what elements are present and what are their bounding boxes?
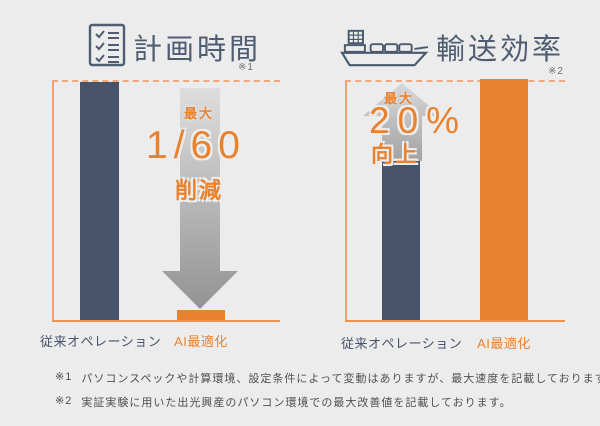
- y-axis-line: [345, 82, 347, 322]
- bar-ai-optimized: [177, 310, 225, 320]
- bar-label-conventional: 従来オペレーション: [341, 336, 463, 351]
- bar-label-ai-optimized: AI最適化: [174, 334, 228, 349]
- footnote-text: パソコンスペックや計算環境、設定条件によって変動はありますが、最大速度を記載して…: [81, 373, 600, 385]
- footnote-1: ※1 パソコンスペックや計算環境、設定条件によって変動はありますが、最大速度を記…: [55, 370, 600, 386]
- checklist-icon: [88, 23, 126, 67]
- chart-title-transport-efficiency: 輸送効率: [436, 34, 565, 66]
- stat-action-label: 削減: [175, 178, 224, 203]
- bar-label-conventional: 従来オペレーション: [40, 334, 162, 349]
- x-axis-line: [345, 320, 565, 322]
- footnote-marker: ※1: [55, 371, 73, 383]
- footnote-marker: ※2: [55, 395, 73, 407]
- stat-value: 20%: [369, 100, 468, 141]
- y-axis-line: [52, 82, 54, 322]
- footnote-2: ※2 実証実験に用いた出光興産のパソコン環境での最大改善値を記載しております。: [55, 394, 512, 410]
- note-marker-1: ※1: [238, 62, 254, 73]
- stat-action-label: 向上: [371, 142, 420, 167]
- bar-label-ai-optimized: AI最適化: [477, 336, 531, 351]
- up-arrow-icon: [363, 83, 441, 161]
- note-marker-2: ※2: [548, 66, 564, 77]
- stat-max-label: 最大: [184, 106, 215, 121]
- bar-conventional: [80, 82, 119, 320]
- stat-value: 1/60: [146, 124, 246, 167]
- max-level-dotted-line: [52, 80, 280, 82]
- chart-title-planning-time: 計画時間: [133, 34, 262, 66]
- x-axis-line: [52, 320, 280, 322]
- ship-icon: [340, 29, 429, 67]
- max-level-dotted-line: [345, 80, 565, 82]
- down-arrow-icon: [162, 88, 238, 309]
- stat-max-label: 最大: [384, 91, 415, 106]
- bar-ai-optimized: [480, 79, 528, 320]
- bar-conventional: [382, 161, 420, 320]
- footnote-text: 実証実験に用いた出光興産のパソコン環境での最大改善値を記載しております。: [81, 397, 512, 409]
